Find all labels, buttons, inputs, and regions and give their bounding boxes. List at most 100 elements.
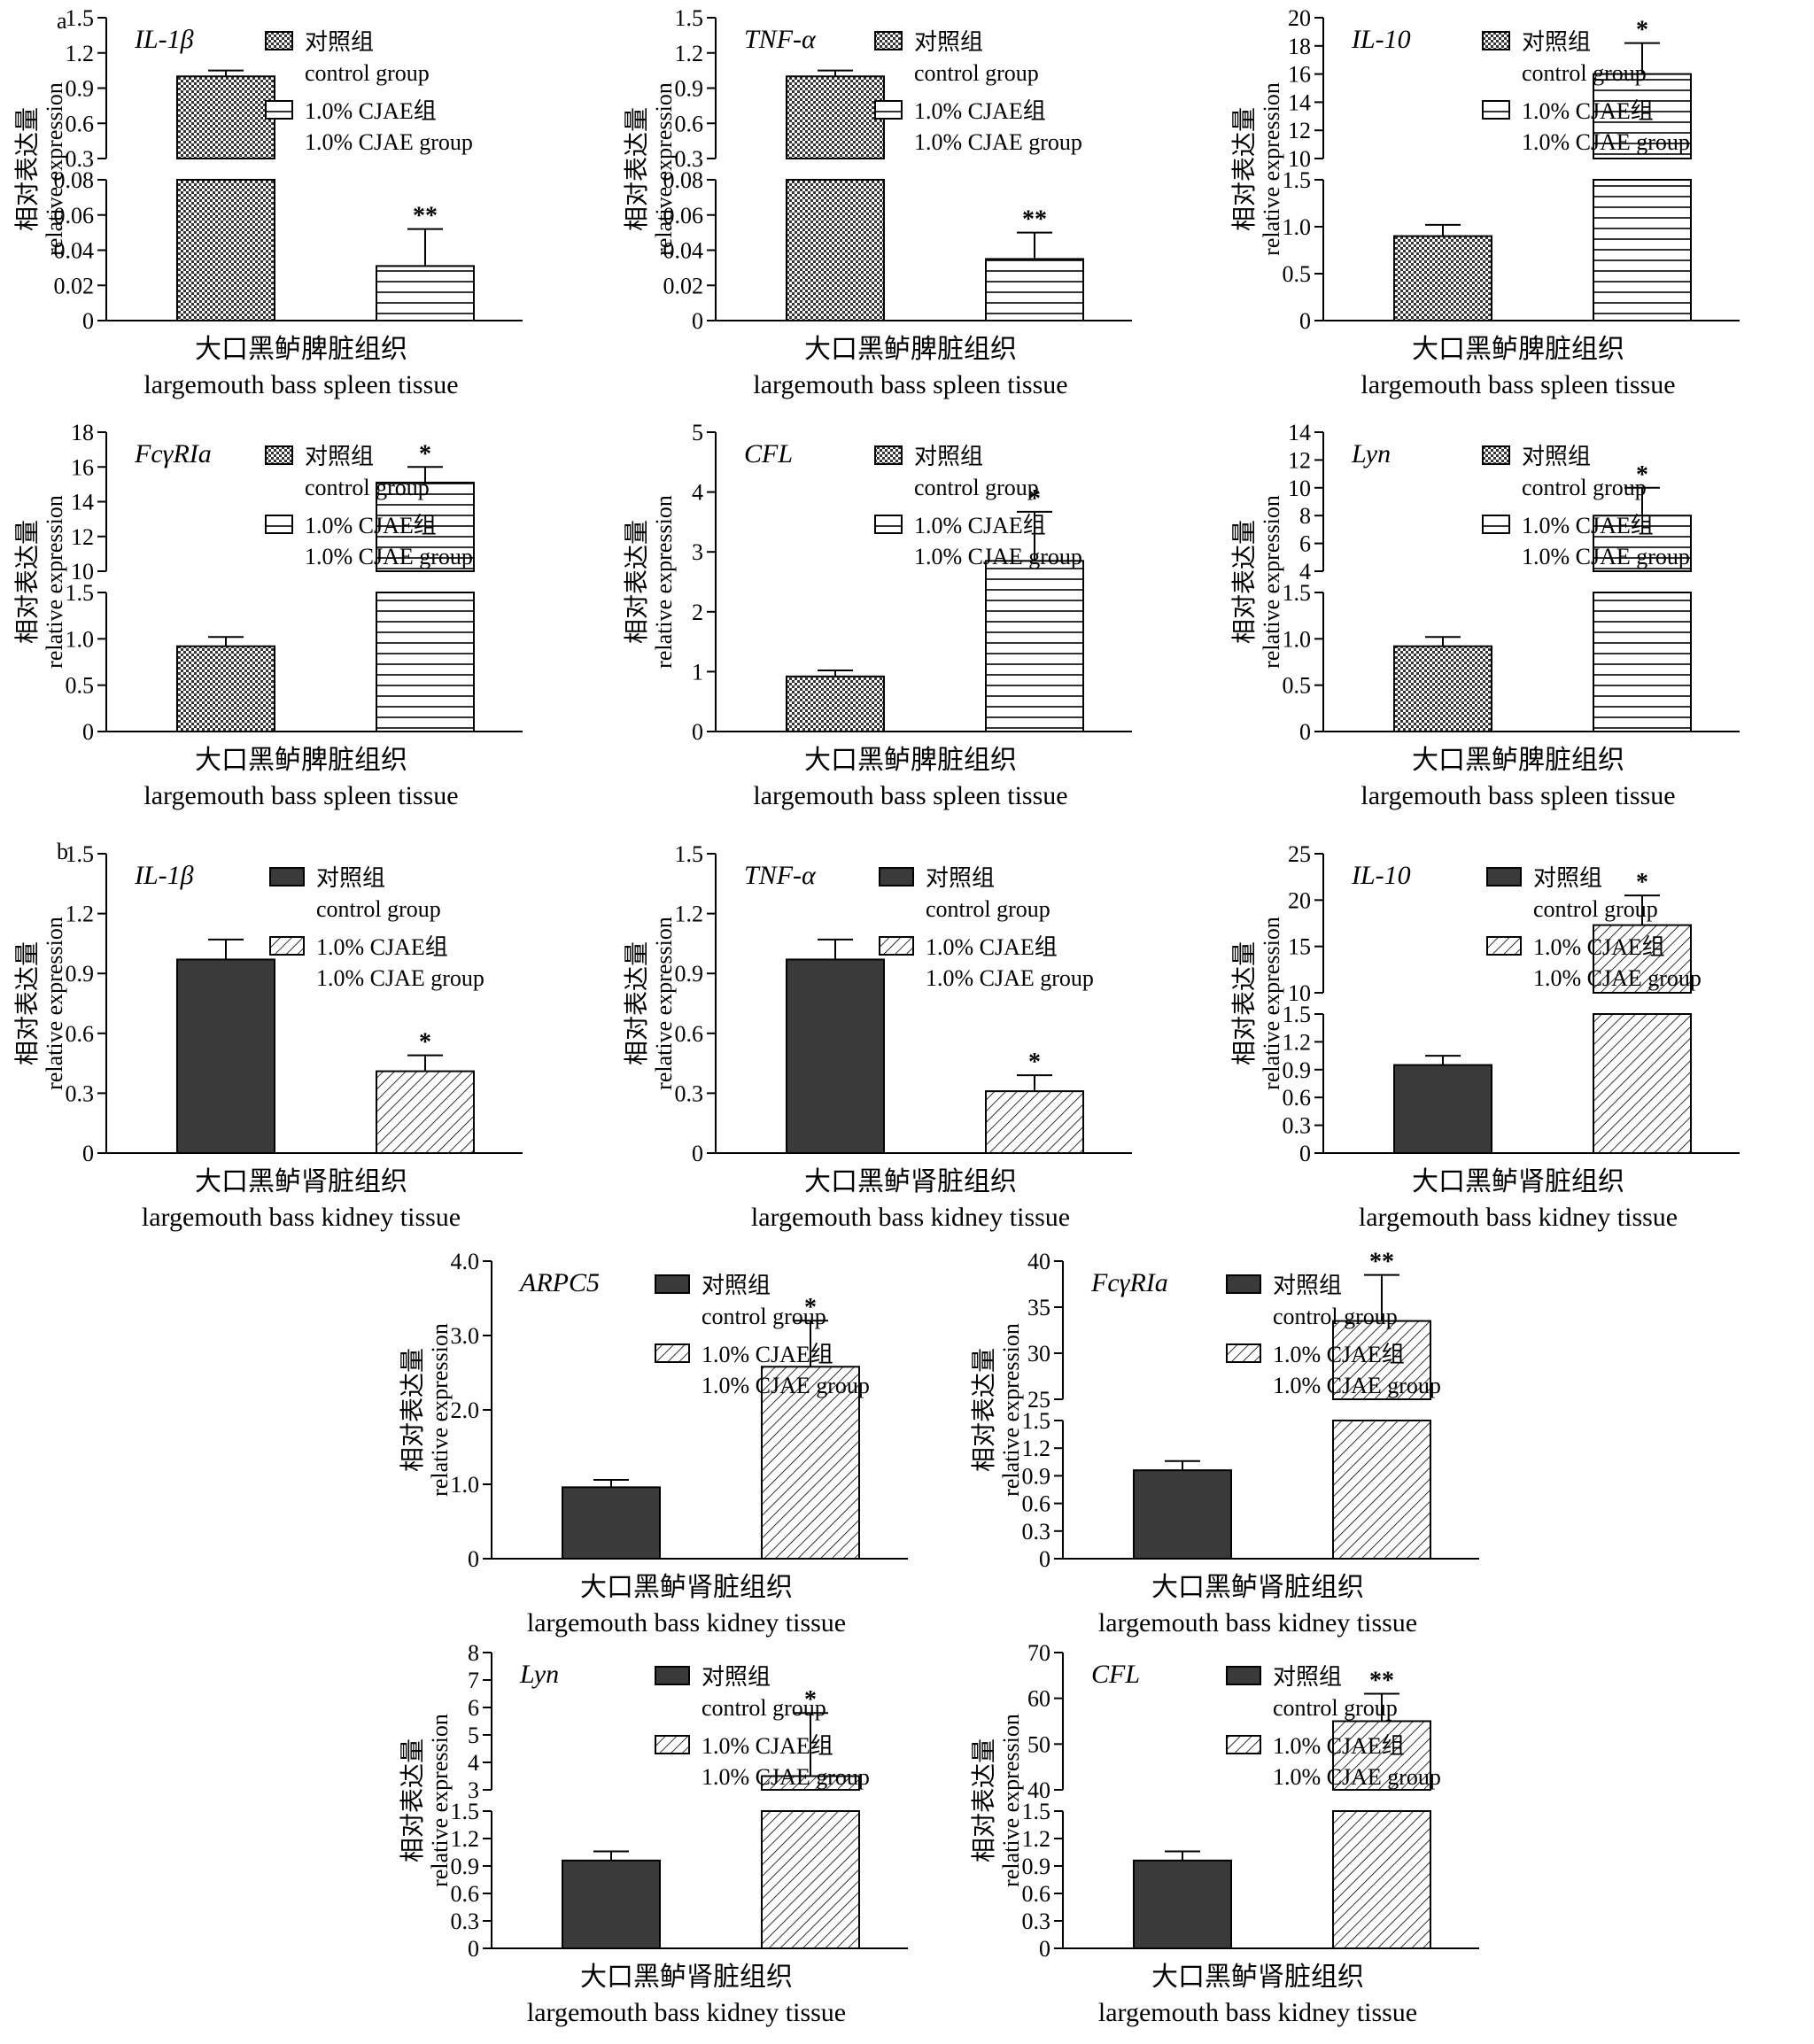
y-tick-label: 0 [1299,308,1311,334]
y-tick-label: 0.9 [1283,1057,1312,1083]
legend-swatch-control [655,1666,690,1685]
legend-label: 1.0% CJAE组 [702,1733,833,1759]
y-tick-label: 3.0 [451,1323,480,1349]
x-axis-label-cn: 大口黑鲈脾脏组织 [1412,335,1624,364]
y-axis-label-cn: 相对表达量 [399,1738,427,1862]
bar-segment-lower [376,592,475,732]
y-axis-label-cn: 相对表达量 [1230,941,1259,1065]
chart-panels: 0.30.60.91.21.500.020.040.060.08**IL-1β 对… [13,5,1740,2027]
legend-swatch-treatment [265,100,293,120]
y-tick-label: 0.04 [54,238,95,264]
bar [985,560,1084,733]
bar-segment-lower [1593,179,1692,321]
legend-label: control group [914,60,1039,86]
bar-segment-lower [1593,592,1692,732]
gene-title: IL-1β [134,25,194,54]
legend-label: 1.0% CJAE group [305,129,473,155]
y-tick-label: 40 [1027,1249,1050,1274]
x-axis-label-cn: 大口黑鲈脾脏组织 [1412,746,1624,775]
y-axis-label-cn: 相对表达量 [13,107,42,231]
y-axis-label-cn: 相对表达量 [623,107,651,231]
y-tick-label: 1.0 [451,1472,480,1498]
legend-label: control group [926,896,1050,922]
y-tick-label: 0.3 [1022,1909,1051,1934]
legend-label: 对照组 [914,29,983,55]
legend-label: 对照组 [702,1664,771,1690]
y-tick-label: 60 [1027,1686,1050,1712]
y-tick-label: 0.3 [66,1080,95,1106]
gene-title: IL-10 [1351,25,1411,54]
gene-title: FcγRIa [134,439,212,468]
y-tick-label: 8 [468,1640,479,1666]
gene-title: TNF-α [744,25,817,54]
legend-swatch-treatment [1486,936,1522,956]
y-tick-label: 0.9 [675,76,704,102]
legend-label: control group [305,60,430,86]
x-axis-label-en: largemouth bass kidney tissue [527,1608,846,1638]
legend-label: 对照组 [1522,29,1591,55]
legend-label: 1.0% CJAE group [1273,1373,1441,1398]
chart-panel: 0 0.3 0.6 0.9 1.2 1.5 * TNF-α 对照组 control group 1.… [623,841,1132,1232]
y-tick-label: 12 [1288,118,1311,143]
bar-segment-lower [176,179,275,321]
x-axis-label-en: largemouth bass kidney tissue [527,1998,846,2027]
y-tick-label: 2.0 [451,1398,480,1423]
legend-label: 1.0% CJAE group [1533,965,1702,991]
y-tick-label: 16 [1288,62,1311,88]
y-axis-label-en: relative expression [651,917,677,1090]
y-tick-label: 1.5 [451,1799,480,1824]
legend-label: 1.0% CJAE组 [1273,1733,1405,1759]
legend-label: 1.0% CJAE group [914,544,1082,569]
x-axis-label-en: largemouth bass spleen tissue [753,781,1067,810]
y-axis-label-en: relative expression [998,1323,1024,1497]
y-tick-label: 0.6 [1022,1491,1051,1517]
x-axis-label-cn: 大口黑鲈脾脏组织 [804,335,1017,364]
bar-segment-lower [1332,1810,1431,1949]
y-tick-label: 1.2 [1022,1436,1051,1461]
chart-panel: 25 30 35 40 00.30.60.91.21.5 ** FcγRIa 对照组 contr… [970,1249,1479,1638]
y-tick-label: 0 [82,1141,94,1166]
y-tick-label: 0.9 [1022,1854,1051,1879]
bar-segment-upper [1332,1720,1431,1791]
bar-segment-upper [376,481,475,572]
bar [1393,1064,1492,1154]
bar [786,958,885,1154]
y-tick-label: 0 [1299,1141,1311,1166]
y-tick-label: 1.2 [66,902,95,927]
gene-title: TNF-α [744,861,817,890]
bar [176,958,275,1154]
significance-mark: * [804,1294,817,1321]
significance-mark: * [419,1029,431,1057]
legend-swatch-treatment [265,515,293,534]
y-tick-label: 3 [692,539,703,565]
y-tick-label: 10 [1288,146,1311,172]
legend-swatch-control [874,445,903,465]
y-tick-label: 35 [1027,1295,1050,1320]
x-axis-label-cn: 大口黑鲈肾脏组织 [195,1167,407,1196]
chart-panel: 0 1.0 2.0 3.0 4.0 * ARPC5 对照组 control group 1.0% … [399,1249,908,1638]
y-tick-label: 0.06 [54,203,95,228]
legend-label: 1.0% CJAE group [316,965,485,991]
legend-swatch-control [1226,1666,1261,1685]
legend-swatch-treatment [874,515,903,534]
bar [786,675,885,732]
y-tick-label: 25 [1288,841,1311,867]
y-axis-label-cn: 相对表达量 [13,520,42,644]
chart-panel: 10 15 20 25 00.30.60.91.21.5 * IL-10 对照组 control… [1230,841,1740,1232]
y-tick-label: 1.2 [451,1826,480,1852]
x-axis-label-en: largemouth bass spleen tissue [143,370,458,399]
bar-segment-lower [1332,1420,1431,1560]
legend-label: control group [316,896,441,922]
x-axis-label-cn: 大口黑鲈脾脏组织 [195,746,407,775]
y-tick-label: 0 [1039,1546,1050,1572]
y-tick-label: 1.2 [1022,1826,1051,1852]
legend-label: 对照组 [305,29,374,55]
y-axis-label-cn: 相对表达量 [970,1348,998,1472]
x-axis-label-cn: 大口黑鲈肾脏组织 [804,1167,1017,1196]
y-tick-label: 0 [692,1141,703,1166]
y-tick-label: 50 [1027,1731,1050,1757]
y-tick-label: 1.5 [675,841,704,867]
y-tick-label: 1.2 [66,41,95,66]
significance-mark: * [1028,485,1041,513]
gene-title: FcγRIa [1090,1268,1168,1297]
